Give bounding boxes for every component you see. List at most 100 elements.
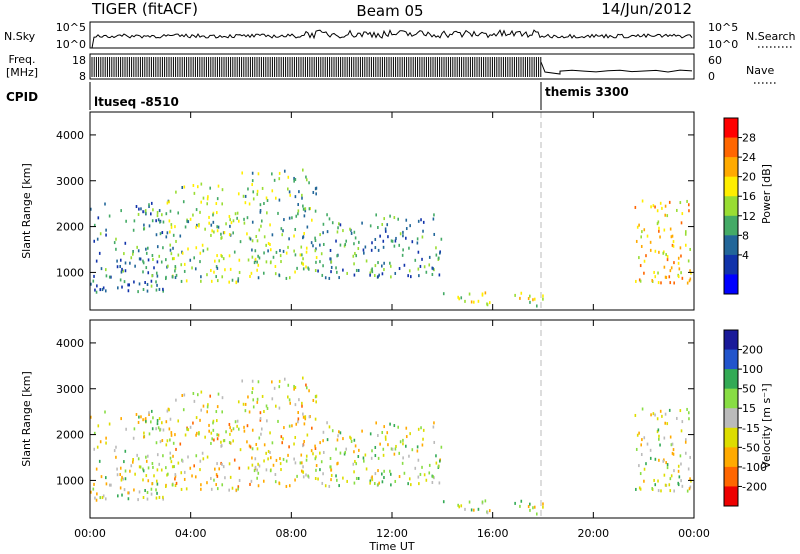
power-point	[273, 178, 276, 182]
power-point	[304, 207, 307, 211]
velocity-point	[314, 476, 317, 480]
power-point	[643, 259, 646, 263]
velocity-point	[93, 482, 95, 486]
power-point	[186, 219, 188, 223]
power-point	[211, 229, 213, 233]
velocity-point	[296, 474, 298, 478]
power-point	[399, 232, 402, 236]
velocity-point	[256, 468, 258, 472]
power-point	[96, 237, 99, 241]
power-point	[435, 246, 437, 250]
power-point	[213, 270, 215, 274]
power-point	[156, 214, 159, 218]
velocity-point	[169, 417, 172, 421]
velocity-point	[377, 456, 380, 460]
velocity-point	[216, 437, 219, 441]
velocity-point	[170, 431, 173, 435]
velocity-point	[147, 454, 149, 458]
velocity-point	[150, 492, 153, 496]
velocity-point	[221, 462, 223, 466]
velocity-point	[280, 468, 282, 472]
velocity-point	[652, 412, 655, 416]
power-point	[280, 260, 282, 264]
power-point	[214, 259, 216, 263]
velocity-point	[233, 458, 236, 462]
power-colorbar-swatch	[724, 254, 738, 275]
power-point	[105, 233, 107, 237]
velocity-point	[221, 410, 224, 414]
velocity-point	[173, 465, 175, 469]
power-point	[233, 250, 236, 254]
velocity-point	[144, 488, 146, 492]
velocity-point	[294, 403, 297, 407]
velocity-point	[643, 436, 646, 440]
power-point	[166, 231, 169, 235]
power-point	[361, 221, 363, 225]
velocity-point	[147, 479, 150, 483]
velocity-point	[255, 442, 258, 446]
power-point	[352, 254, 355, 258]
power-point	[133, 219, 136, 223]
velocity-point	[278, 379, 281, 383]
velocity-point	[267, 457, 269, 461]
power-point	[206, 247, 209, 251]
velocity-point	[638, 464, 640, 468]
power-point	[251, 239, 254, 243]
velocity-point	[192, 421, 194, 425]
power-point	[181, 251, 184, 255]
power-point	[671, 243, 674, 247]
velocity-point	[151, 427, 154, 431]
power-point	[210, 268, 212, 272]
nsearch-label: N.Search	[746, 30, 796, 43]
power-point	[117, 286, 119, 290]
power-point	[217, 225, 220, 229]
velocity-point	[393, 452, 396, 456]
nave-label: Nave	[746, 64, 774, 77]
power-point	[266, 211, 268, 215]
velocity-panel: 4000 3000 2000 1000 Slant Range [km]	[20, 319, 695, 519]
power-point	[672, 244, 675, 248]
velocity-point	[174, 473, 177, 477]
velocity-point	[305, 473, 307, 477]
power-point	[666, 258, 669, 262]
power-point	[329, 248, 332, 252]
velocity-point	[658, 434, 660, 438]
velocity-point	[672, 448, 675, 452]
velocity-point	[256, 476, 258, 480]
velocity-point	[249, 445, 252, 449]
power-point	[132, 250, 134, 254]
power-point	[271, 189, 274, 193]
velocity-point	[156, 418, 159, 422]
power-point	[96, 284, 98, 288]
power-point	[460, 296, 463, 300]
power-point	[302, 207, 305, 211]
velocity-point	[259, 418, 262, 422]
power-point	[206, 197, 209, 201]
power-point	[256, 239, 259, 243]
power-point	[90, 282, 92, 286]
power-point	[221, 188, 224, 192]
velocity-point	[183, 393, 186, 397]
velocity-point	[481, 500, 484, 504]
velocity-point	[330, 478, 332, 482]
velocity-point	[679, 454, 682, 458]
power-point	[387, 235, 389, 239]
velocity-point	[668, 483, 671, 487]
velocity-point	[236, 424, 238, 428]
velocity-point	[162, 454, 164, 458]
power-colorbar-swatch	[724, 176, 738, 197]
power-point	[283, 218, 285, 222]
power-point	[252, 197, 255, 201]
velocity-point	[132, 458, 134, 462]
power-point	[393, 216, 396, 220]
velocity-point	[229, 432, 231, 436]
velocity-point	[656, 417, 659, 421]
power-point	[299, 253, 302, 257]
power-point	[265, 260, 268, 264]
velocity-point	[410, 483, 412, 487]
velocity-point	[393, 424, 396, 428]
power-point	[152, 257, 154, 261]
velocity-point	[228, 488, 230, 492]
velocity-point	[119, 486, 122, 490]
velocity-point	[369, 432, 372, 436]
